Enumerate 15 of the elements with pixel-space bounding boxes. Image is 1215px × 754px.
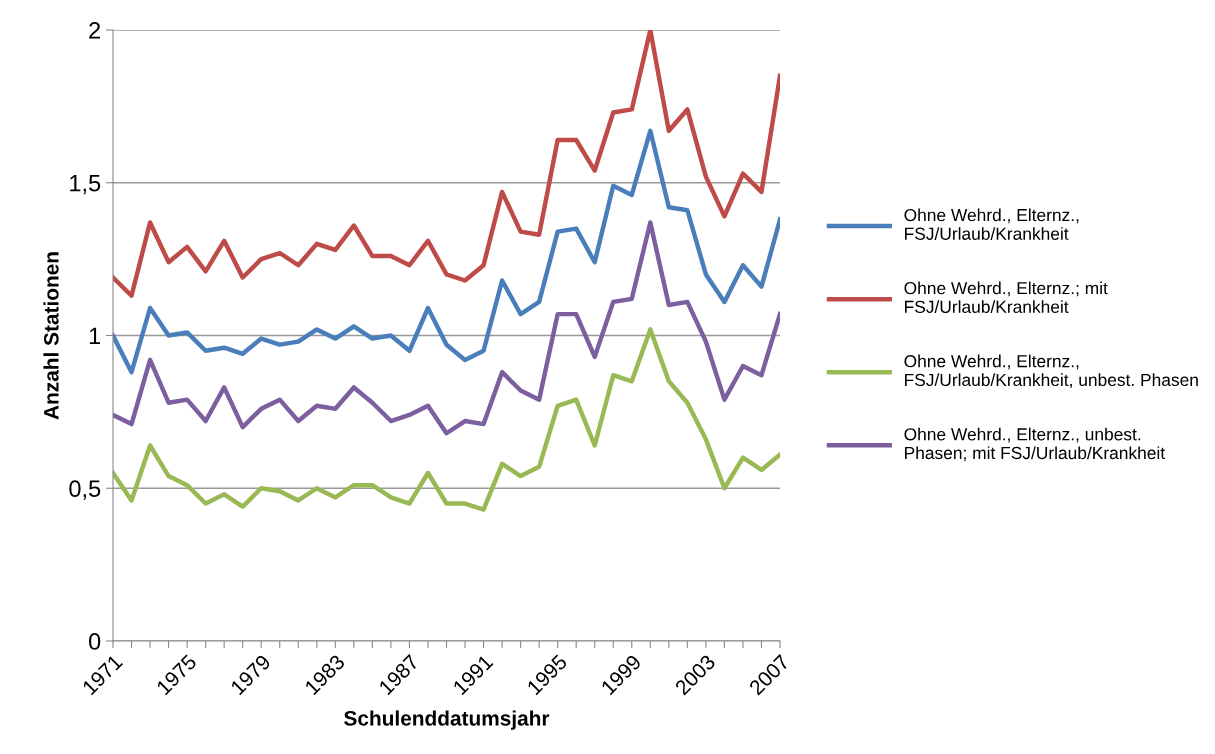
line-series xyxy=(113,327,780,512)
legend-label: Ohne Wehrd., Elternz.; mit FSJ/Urlaub/Krankheit xyxy=(904,281,1108,313)
legend-label: Ohne Wehrd., Elternz., FSJ/Urlaub/Krankheit xyxy=(904,208,1079,240)
line-series xyxy=(113,128,780,375)
legend-label: Ohne Wehrd., Elternz., unbest. Phasen; mit FSJ/Urlaub/Krankheit xyxy=(904,427,1165,462)
y-axis-title: Anzahl Stationen xyxy=(43,252,59,420)
x-axis-title: Schulenddatumsjahr xyxy=(344,710,550,730)
y-tick-label: 1,5 xyxy=(70,175,101,195)
line-series xyxy=(113,220,780,436)
y-tick-label: 0 xyxy=(88,633,101,650)
legend-label: Ohne Wehrd., Elternz., FSJ/Urlaub/Krankheit, unbest. Phasen xyxy=(904,354,1198,389)
line-series xyxy=(113,30,780,298)
y-tick-label: 1 xyxy=(89,327,101,345)
y-tick-label: 2 xyxy=(89,22,101,39)
y-tick-label: 0,5 xyxy=(69,480,101,500)
